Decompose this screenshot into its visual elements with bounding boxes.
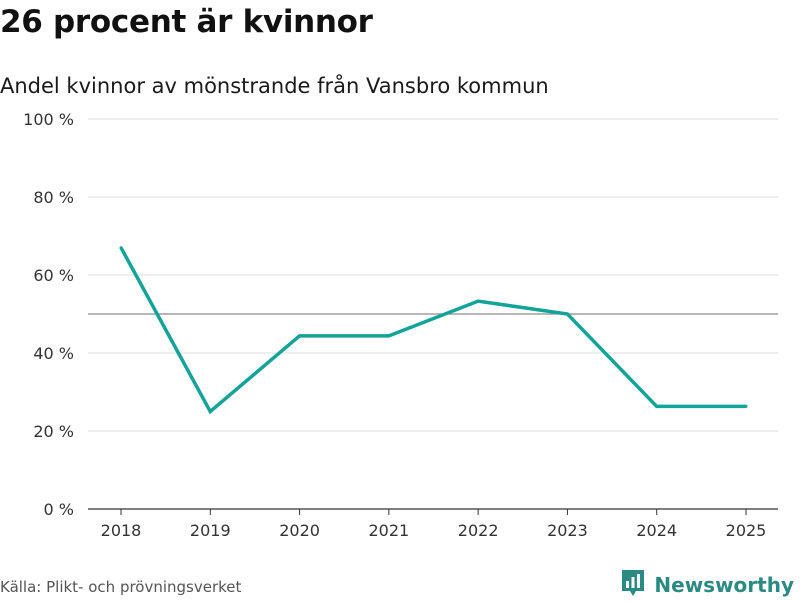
series-line — [119, 246, 746, 415]
y-tick-label: 20 % — [33, 422, 74, 441]
x-tick-label: 2021 — [368, 521, 409, 540]
brand-name: Newsworthy — [654, 573, 794, 597]
x-tick-label: 2024 — [636, 521, 677, 540]
chart-subtitle: Andel kvinnor av mönstrande från Vansbro… — [0, 74, 549, 98]
brand: Newsworthy — [620, 570, 794, 600]
data-point — [208, 410, 212, 413]
x-tick-label: 2018 — [101, 521, 142, 540]
source-note: Källa: Plikt- och prövningsverket — [0, 578, 242, 596]
data-point — [565, 312, 569, 316]
data-point — [744, 404, 748, 408]
data-point — [476, 299, 480, 303]
data-point — [298, 334, 302, 338]
x-tick-label: 2020 — [279, 521, 320, 540]
data-point — [387, 334, 391, 338]
newsworthy-logo-icon — [620, 568, 646, 602]
y-tick-label: 80 % — [33, 188, 74, 207]
x-tick-label: 2022 — [458, 521, 499, 540]
x-tick-label: 2025 — [726, 521, 767, 540]
y-tick-label: 0 % — [44, 500, 74, 519]
data-point — [119, 246, 123, 250]
y-tick-label: 60 % — [33, 266, 74, 285]
data-point — [655, 404, 659, 408]
y-tick-label: 40 % — [33, 344, 74, 363]
y-tick-label: 100 % — [23, 110, 74, 129]
x-tick-label: 2019 — [190, 521, 231, 540]
x-tick-label: 2023 — [547, 521, 588, 540]
chart-title: 26 procent är kvinnor — [0, 4, 373, 40]
